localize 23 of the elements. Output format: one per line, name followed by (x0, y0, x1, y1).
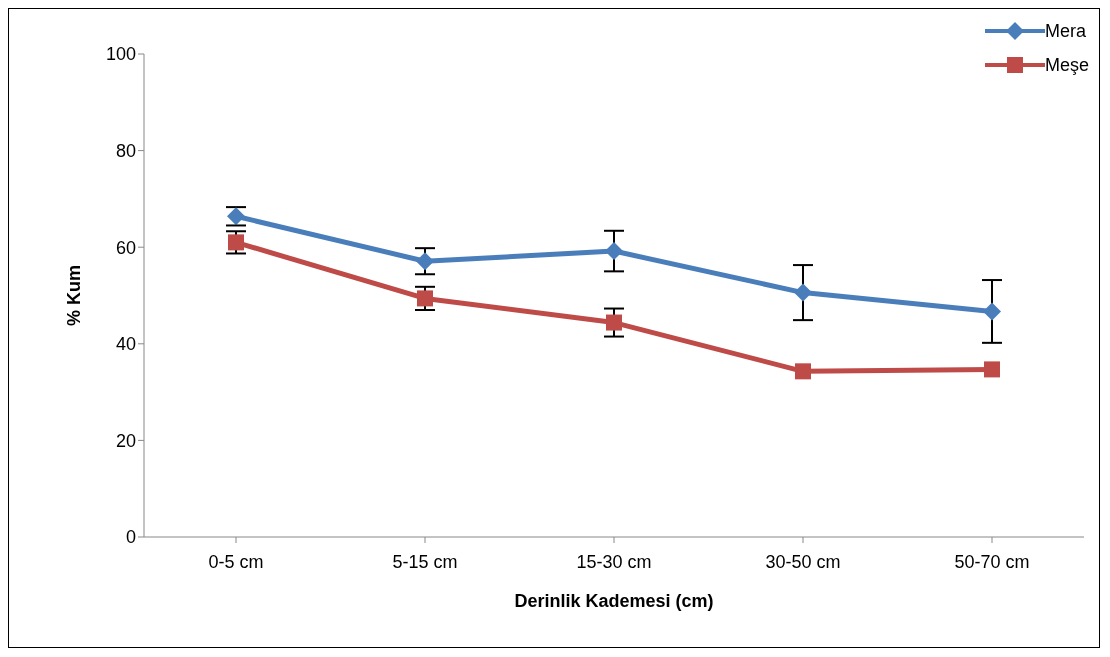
point (416, 252, 434, 271)
legend-label: Meşe (1044, 54, 1089, 76)
x-tick-label: 30-50 cm (765, 551, 841, 572)
point (794, 283, 812, 302)
x-tick-label: 50-70 cm (954, 551, 1030, 572)
x-axis-title: Derinlik Kademesi (cm) (514, 591, 714, 611)
y-tick-label: 80 (115, 140, 136, 161)
x-tick-label: 15-30 cm (576, 551, 652, 572)
point (605, 242, 623, 261)
y-tick-label: 60 (115, 237, 136, 258)
y-tick-label: 0 (125, 527, 136, 548)
y-axis-title: % Kum (64, 264, 85, 327)
point (417, 290, 433, 307)
x-tick-label: 0-5 cm (208, 551, 264, 572)
y-tick-label: 40 (115, 334, 136, 355)
point (984, 361, 1000, 378)
point (795, 363, 811, 380)
point (606, 314, 622, 331)
x-tick-label: 5-15 cm (392, 551, 458, 572)
y-tick-label: 100 (105, 44, 136, 65)
legend-label: Mera (1044, 20, 1086, 42)
point (983, 302, 1001, 321)
y-tick-label: 20 (115, 430, 136, 451)
